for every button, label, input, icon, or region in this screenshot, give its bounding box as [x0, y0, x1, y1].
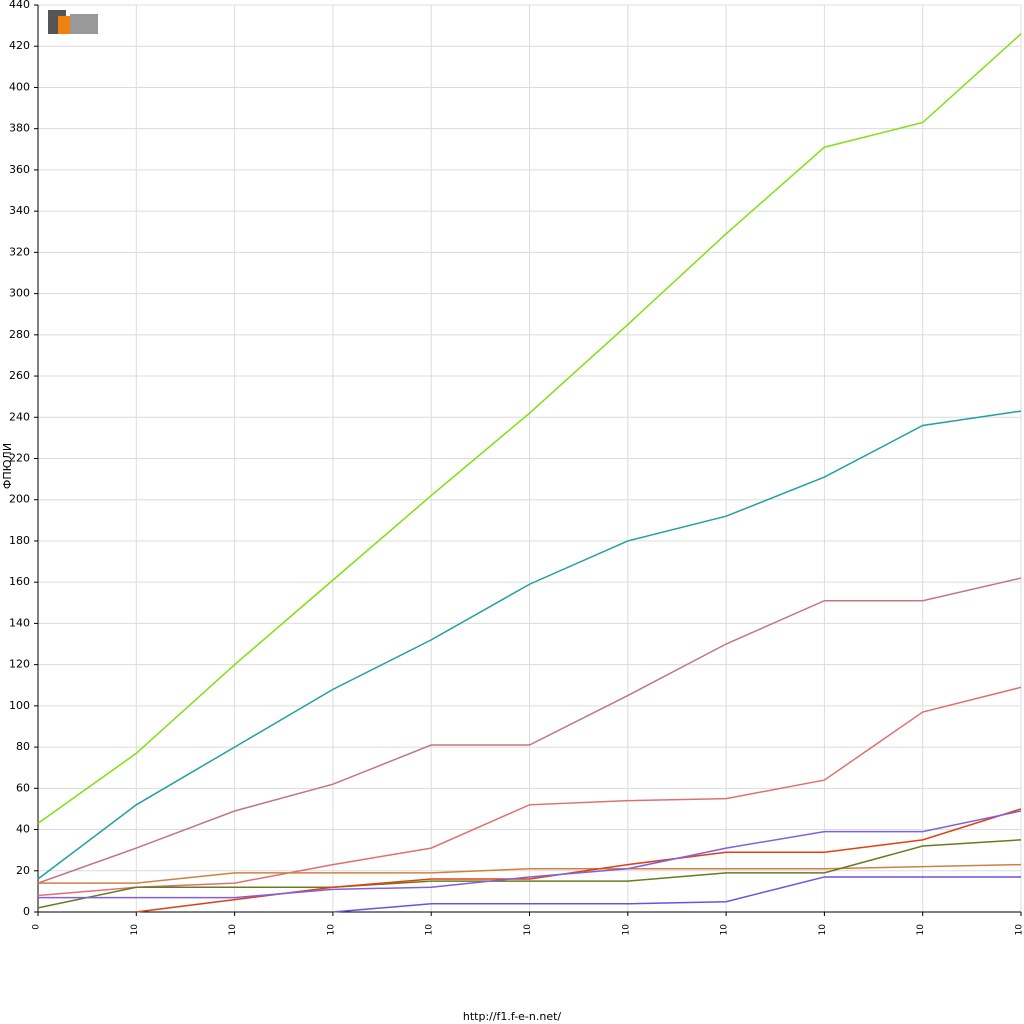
y-tick-label: 120 [9, 658, 30, 671]
y-tick-label: 20 [16, 864, 30, 877]
x-tick-label: 10 [228, 924, 238, 936]
y-tick-label: 440 [9, 0, 30, 11]
x-tick-label: 10 [916, 924, 926, 936]
series-line [38, 863, 1022, 884]
y-tick-label: 140 [9, 616, 30, 629]
series-line [38, 810, 1022, 899]
y-tick-label: 320 [9, 245, 30, 258]
x-tick-label: 10 [130, 924, 140, 936]
x-tick-label: 0 [32, 924, 42, 930]
y-tick-label: 100 [9, 699, 30, 712]
series-line [37, 577, 1022, 884]
y-tick-label: 200 [9, 493, 30, 506]
y-tick-label: 240 [9, 410, 30, 423]
y-axis-label: ФПЮЛИ [1, 443, 14, 489]
y-tick-label: 420 [9, 39, 30, 52]
y-tick-label: 400 [9, 80, 30, 93]
y-tick-label: 280 [9, 328, 30, 341]
x-tick-label: 10 [425, 924, 435, 936]
series-line [136, 808, 1022, 913]
y-tick-label: 180 [9, 534, 30, 547]
x-tick-label: 10 [523, 924, 533, 936]
y-tick-label: 40 [16, 823, 30, 836]
footer: http://f1.f-e-n.net/ [463, 1010, 562, 1023]
x-tick-label: 10 [1015, 924, 1024, 936]
x-tick-label: 10 [720, 924, 730, 936]
y-tick-label: 260 [9, 369, 30, 382]
series-line [37, 410, 1022, 880]
y-tick-label: 340 [9, 204, 30, 217]
series-line [37, 686, 1022, 897]
y-tick-label: 160 [9, 575, 30, 588]
x-tick-label: 10 [621, 924, 631, 936]
series-line [332, 876, 1021, 913]
x-tick-label: 10 [326, 924, 336, 936]
y-tick-label: 60 [16, 781, 30, 794]
x-tick-label: 10 [818, 924, 828, 936]
series-line [37, 839, 1022, 909]
y-tick-label: 220 [9, 452, 30, 465]
logo [48, 10, 98, 34]
y-tick-label: 360 [9, 163, 30, 176]
y-tick-label: 300 [9, 287, 30, 300]
y-tick-label: 0 [23, 905, 30, 918]
y-tick-label: 380 [9, 122, 30, 135]
series-line [37, 33, 1022, 824]
y-tick-label: 80 [16, 740, 30, 753]
